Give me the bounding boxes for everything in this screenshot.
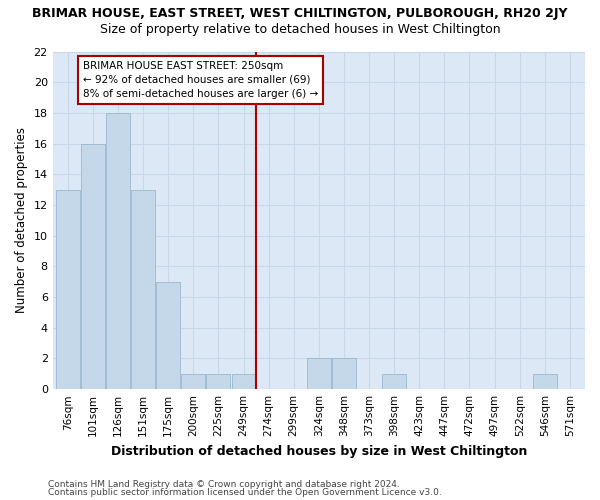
X-axis label: Distribution of detached houses by size in West Chiltington: Distribution of detached houses by size …	[110, 444, 527, 458]
Bar	[382, 374, 406, 389]
Text: Contains public sector information licensed under the Open Government Licence v3: Contains public sector information licen…	[48, 488, 442, 497]
Bar	[307, 358, 331, 389]
Bar	[181, 374, 205, 389]
Bar	[56, 190, 80, 389]
Text: BRIMAR HOUSE EAST STREET: 250sqm
← 92% of detached houses are smaller (69)
8% of: BRIMAR HOUSE EAST STREET: 250sqm ← 92% o…	[83, 60, 318, 98]
Bar	[81, 144, 105, 389]
Bar	[232, 374, 256, 389]
Text: Size of property relative to detached houses in West Chiltington: Size of property relative to detached ho…	[100, 22, 500, 36]
Bar	[106, 113, 130, 389]
Bar	[332, 358, 356, 389]
Text: Contains HM Land Registry data © Crown copyright and database right 2024.: Contains HM Land Registry data © Crown c…	[48, 480, 400, 489]
Bar	[533, 374, 557, 389]
Bar	[131, 190, 155, 389]
Text: BRIMAR HOUSE, EAST STREET, WEST CHILTINGTON, PULBOROUGH, RH20 2JY: BRIMAR HOUSE, EAST STREET, WEST CHILTING…	[32, 8, 568, 20]
Y-axis label: Number of detached properties: Number of detached properties	[15, 128, 28, 314]
Bar	[156, 282, 180, 389]
Bar	[206, 374, 230, 389]
